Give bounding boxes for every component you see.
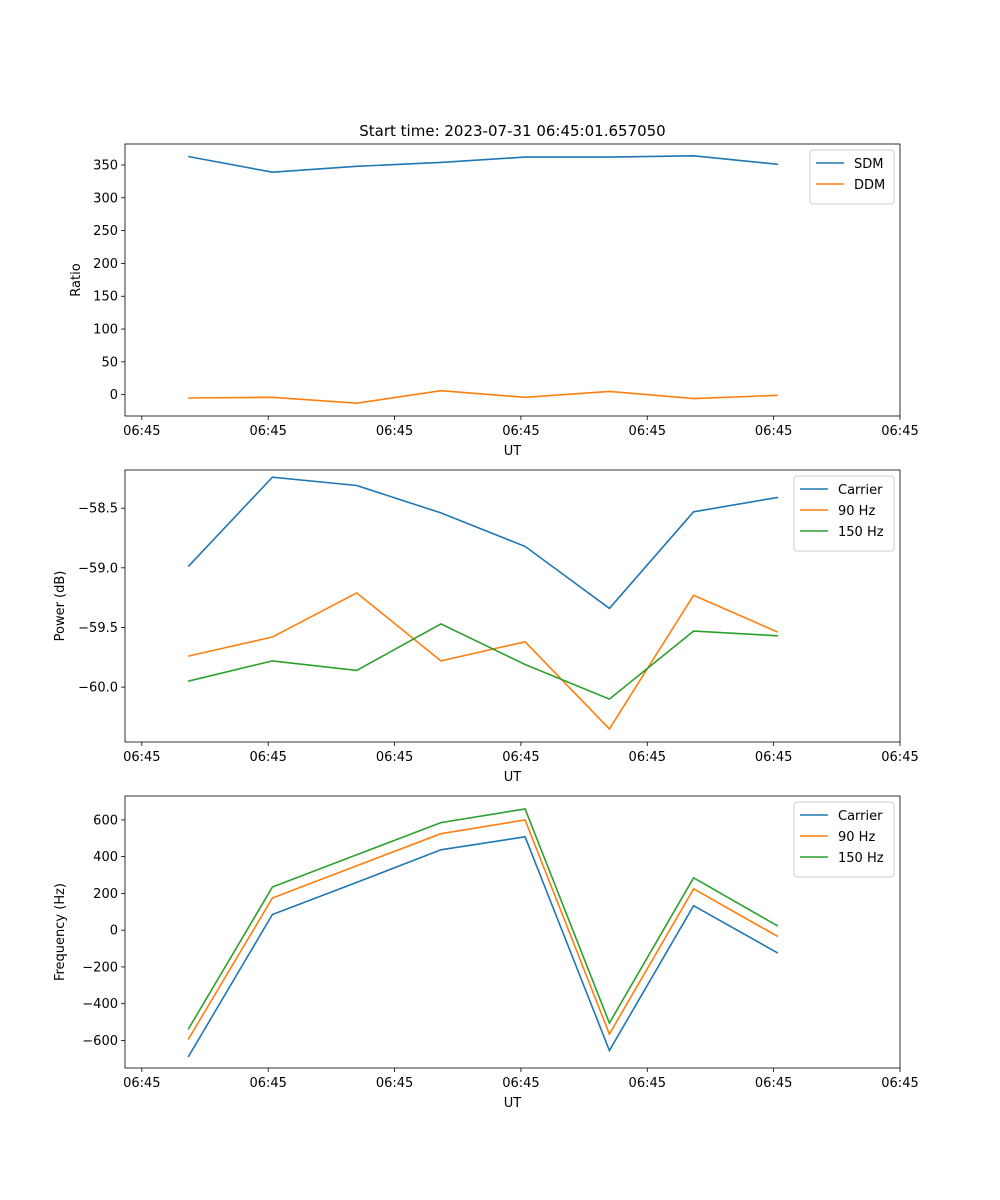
series-line-90-hz [188,591,779,731]
x-tick-label: 06:45 [629,1076,666,1091]
panel-3: 06:45 06:45 06:45 06:45 06:45 06:45 06:45 600 40… [53,795,919,1111]
x-tick-label: 06:45 [249,424,286,439]
legend-label: SDM [854,157,883,172]
x-tick-label: 06:45 [376,750,413,765]
legend: Carrier 90 Hz 150 Hz [793,801,895,878]
y-tick-label: 50 [101,355,118,370]
legend-label: 150 Hz [838,525,884,540]
panel-2: 06:45 06:45 06:45 06:45 06:45 06:45 06:45 −58.5… [53,469,919,785]
y-tick-label: −58.5 [78,502,118,517]
x-tick-label: 06:45 [881,1076,918,1091]
series-line-sdm [188,154,778,174]
series-line-carrier [187,476,779,610]
series-line-90-hz [187,819,779,1040]
y-tick-label: 0 [110,388,118,403]
legend-label: Carrier [838,483,883,498]
x-tick-label: 06:45 [123,750,160,765]
x-tick-label: 06:45 [629,750,666,765]
y-tick-label: 100 [93,323,118,338]
y-tick-label: 0 [110,924,118,939]
x-tick-label: 06:45 [123,424,160,439]
legend: SDM DDM [809,149,895,205]
x-tick-label: 06:45 [502,750,539,765]
x-tick-label: 06:45 [629,424,666,439]
x-axis-label: UT [504,770,522,785]
y-axis-label: Power (dB) [53,571,68,642]
y-tick-label: 250 [93,224,118,239]
x-axis-label: UT [504,1096,522,1111]
x-tick-label: 06:45 [755,424,792,439]
y-axis-label: Ratio [69,263,84,296]
x-tick-label: 06:45 [376,424,413,439]
chart-title: Start time: 2023-07-31 06:45:01.657050 [359,122,665,140]
x-tick-label: 06:45 [502,1076,539,1091]
y-tick-label: 150 [93,290,118,305]
y-tick-label: 400 [93,850,118,865]
series-line-150-hz [188,622,778,701]
legend-box [793,475,895,552]
legend: Carrier 90 Hz 150 Hz [793,475,895,552]
x-tick-label: 06:45 [249,1076,286,1091]
series-line-ddm [188,389,778,405]
legend-label: 90 Hz [838,504,875,519]
legend-label: 90 Hz [838,830,875,845]
series-line-150-hz [187,808,779,1030]
series-line-carrier [187,835,779,1058]
y-tick-label: 350 [93,158,118,173]
x-tick-label: 06:45 [249,750,286,765]
x-tick-label: 06:45 [502,424,539,439]
y-tick-label: −59.0 [78,561,118,576]
x-axis-label: UT [504,444,522,459]
axes-frame [124,795,901,1069]
panel-1: Start time: 2023-07-31 06:45:01.657050 06… [69,122,919,459]
legend-label: Carrier [838,809,883,824]
legend-label: 150 Hz [838,851,884,866]
x-tick-label: 06:45 [123,1076,160,1091]
x-tick-label: 06:45 [881,750,918,765]
y-axis-label: Frequency (Hz) [53,883,68,981]
y-tick-label: 600 [93,813,118,828]
x-tick-label: 06:45 [376,1076,413,1091]
y-tick-label: 300 [93,191,118,206]
x-tick-label: 06:45 [881,424,918,439]
axes-frame [124,143,901,417]
x-tick-label: 06:45 [755,750,792,765]
legend-box [793,801,895,878]
y-tick-label: −59.5 [78,621,118,636]
x-tick-label: 06:45 [755,1076,792,1091]
y-tick-label: −600 [82,1034,118,1049]
y-tick-label: 200 [93,887,118,902]
legend-label: DDM [854,178,885,193]
y-tick-label: −400 [82,997,118,1012]
y-tick-label: −200 [82,960,118,975]
axes-frame [124,469,901,743]
y-tick-label: −60.0 [78,681,118,696]
y-tick-label: 200 [93,257,118,272]
